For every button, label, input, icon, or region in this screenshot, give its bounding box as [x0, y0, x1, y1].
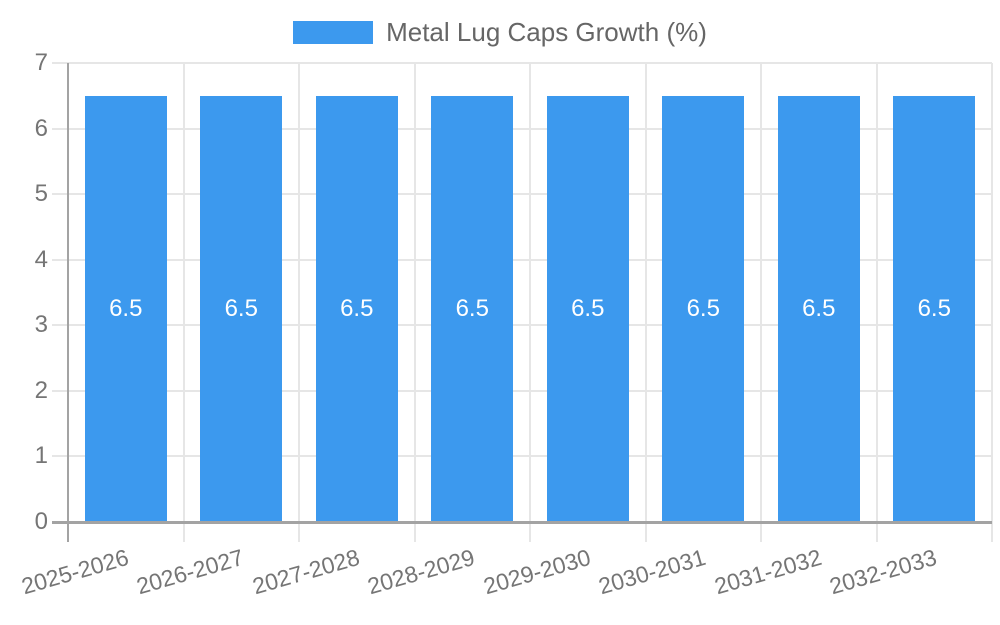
bar[interactable] — [893, 95, 976, 521]
bar-value-label: 6.5 — [455, 294, 489, 322]
y-gridline — [52, 324, 992, 327]
y-tick-label: 3 — [34, 311, 48, 339]
y-tick-label: 1 — [34, 442, 48, 470]
bar-value-label: 6.5 — [917, 294, 951, 322]
x-gridline — [413, 63, 416, 542]
bar-value-label: 6.5 — [686, 294, 720, 322]
x-gridline — [644, 63, 647, 542]
y-gridline — [52, 127, 992, 130]
bar-value-label: 6.5 — [571, 294, 605, 322]
bar[interactable] — [431, 95, 514, 521]
bar[interactable] — [315, 95, 398, 521]
bar[interactable] — [200, 95, 283, 521]
bar[interactable] — [777, 95, 860, 521]
bar-value-label: 6.5 — [224, 294, 258, 322]
x-gridline — [529, 63, 531, 542]
bar[interactable] — [546, 95, 629, 521]
y-tick-label: 6 — [34, 114, 48, 142]
x-gridline — [760, 63, 762, 542]
y-tick-label: 7 — [34, 49, 48, 76]
legend-swatch-icon — [293, 20, 374, 44]
bar-chart: Metal Lug Caps Growth (%) 0 1 2 3 4 5 6 7 6.5 202… — [0, 17, 1000, 600]
y-tick-label: 0 — [34, 508, 48, 535]
x-gridline — [298, 63, 300, 542]
y-gridline — [52, 258, 992, 261]
y-gridline — [52, 455, 992, 458]
legend-label: Metal Lug Caps Growth (%) — [386, 17, 707, 47]
bar-value-label: 6.5 — [340, 294, 374, 322]
chart-legend: Metal Lug Caps Growth (%) — [0, 17, 1000, 47]
y-tick-label: 2 — [34, 376, 48, 404]
bar-value-label: 6.5 — [802, 294, 836, 322]
legend-item[interactable]: Metal Lug Caps Growth (%) — [293, 17, 707, 47]
x-gridline — [182, 63, 185, 542]
y-gridline — [52, 389, 992, 392]
y-tick-label: 5 — [34, 180, 48, 208]
bar[interactable] — [662, 95, 745, 521]
bar[interactable] — [84, 95, 167, 521]
bar-value-label: 6.5 — [109, 294, 143, 322]
x-axis-line — [52, 520, 992, 524]
x-gridline — [875, 63, 878, 542]
y-axis-line — [67, 63, 69, 542]
x-gridline — [991, 63, 993, 542]
y-gridline — [52, 193, 992, 196]
y-gridline — [52, 62, 992, 64]
y-tick-label: 4 — [34, 245, 48, 273]
